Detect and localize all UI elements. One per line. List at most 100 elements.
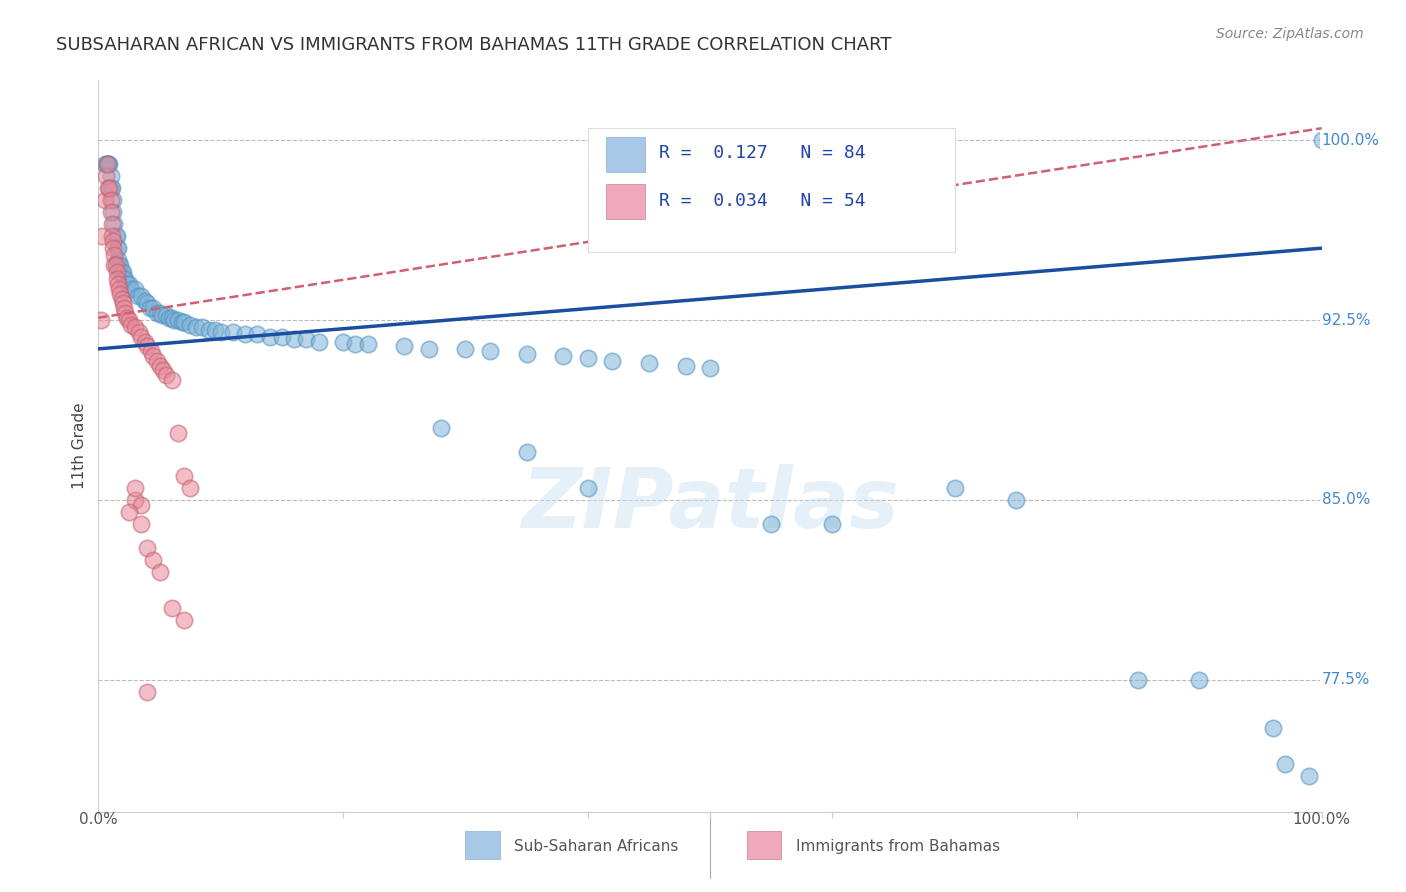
- Point: [332, 334, 354, 349]
- Point: [97, 181, 120, 195]
- Point: [821, 516, 844, 531]
- Point: [553, 349, 575, 363]
- Point: [124, 492, 146, 507]
- Point: [93, 157, 115, 171]
- Point: [173, 316, 195, 330]
- Point: [115, 310, 138, 325]
- Point: [107, 241, 129, 255]
- Point: [112, 301, 135, 315]
- Point: [110, 265, 132, 279]
- Point: [105, 229, 128, 244]
- Point: [105, 241, 128, 255]
- Point: [115, 277, 138, 292]
- Point: [1298, 769, 1320, 783]
- Point: [101, 234, 124, 248]
- Point: [270, 330, 294, 344]
- Point: [170, 316, 193, 330]
- Point: [112, 272, 135, 286]
- Point: [111, 265, 134, 279]
- Point: [1274, 756, 1296, 771]
- Point: [259, 330, 281, 344]
- Point: [136, 541, 159, 555]
- Point: [149, 565, 172, 579]
- Point: [101, 229, 124, 244]
- Point: [105, 272, 128, 286]
- Point: [152, 363, 174, 377]
- Point: [600, 354, 623, 368]
- Point: [308, 334, 330, 349]
- Point: [142, 301, 165, 315]
- Point: [114, 272, 136, 286]
- Point: [96, 157, 118, 171]
- Point: [142, 553, 165, 567]
- Point: [101, 205, 124, 219]
- Point: [675, 359, 697, 373]
- Point: [97, 157, 120, 171]
- Point: [110, 258, 132, 272]
- Point: [418, 342, 440, 356]
- Point: [111, 292, 134, 306]
- Point: [128, 325, 150, 339]
- Point: [103, 248, 125, 262]
- Point: [100, 193, 122, 207]
- Point: [90, 313, 112, 327]
- Point: [136, 339, 159, 353]
- Text: 0.0%: 0.0%: [79, 812, 118, 827]
- Point: [295, 332, 318, 346]
- Point: [124, 282, 146, 296]
- Point: [392, 339, 416, 353]
- Point: [515, 445, 537, 459]
- Point: [149, 306, 172, 320]
- Text: 92.5%: 92.5%: [1322, 312, 1369, 327]
- Point: [98, 157, 121, 171]
- Point: [103, 217, 125, 231]
- Point: [101, 241, 124, 255]
- Point: [699, 361, 721, 376]
- Point: [139, 344, 162, 359]
- Point: [283, 332, 305, 346]
- FancyBboxPatch shape: [588, 128, 955, 252]
- Point: [114, 306, 136, 320]
- Point: [204, 323, 226, 337]
- Point: [157, 310, 180, 325]
- Text: 100.0%: 100.0%: [1322, 133, 1379, 148]
- FancyBboxPatch shape: [606, 136, 645, 171]
- Point: [179, 318, 201, 332]
- Point: [134, 334, 156, 349]
- Point: [110, 286, 132, 301]
- Point: [160, 310, 183, 325]
- FancyBboxPatch shape: [465, 831, 499, 859]
- Point: [197, 323, 219, 337]
- Point: [146, 306, 169, 320]
- Text: R =  0.127   N = 84: R = 0.127 N = 84: [658, 145, 865, 162]
- Point: [100, 181, 122, 195]
- Point: [101, 217, 124, 231]
- Point: [146, 354, 169, 368]
- Text: Immigrants from Bahamas: Immigrants from Bahamas: [796, 838, 1000, 854]
- Point: [1261, 721, 1284, 735]
- Point: [150, 308, 173, 322]
- FancyBboxPatch shape: [747, 831, 780, 859]
- Point: [1310, 133, 1333, 147]
- Point: [124, 481, 146, 495]
- Point: [149, 359, 172, 373]
- Point: [222, 325, 245, 339]
- Point: [108, 258, 131, 272]
- Text: 77.5%: 77.5%: [1322, 673, 1369, 688]
- Point: [139, 301, 162, 315]
- Point: [105, 265, 128, 279]
- Point: [246, 327, 269, 342]
- Point: [124, 320, 146, 334]
- Point: [100, 169, 122, 184]
- Point: [101, 181, 124, 195]
- Text: 100.0%: 100.0%: [1292, 812, 1351, 827]
- Point: [209, 325, 232, 339]
- Text: Sub-Saharan Africans: Sub-Saharan Africans: [515, 838, 679, 854]
- Point: [173, 469, 195, 483]
- Point: [129, 330, 152, 344]
- Point: [1188, 673, 1211, 687]
- Point: [111, 296, 134, 310]
- Y-axis label: 11th Grade: 11th Grade: [72, 402, 87, 490]
- Text: ZIPatlas: ZIPatlas: [522, 464, 898, 545]
- Point: [637, 356, 661, 370]
